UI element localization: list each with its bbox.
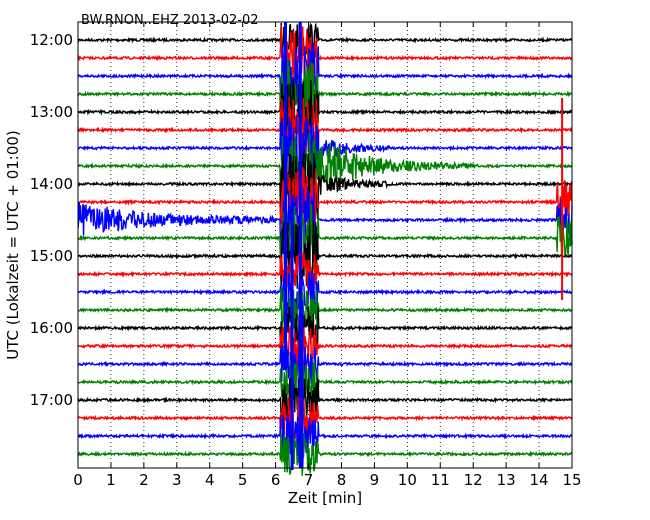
seismic-trace <box>77 395 573 440</box>
x-tick-label: 5 <box>238 471 248 489</box>
x-tick-label: 7 <box>304 471 314 489</box>
y-tick-label: 16:00 <box>30 319 73 337</box>
seismic-traces <box>77 22 573 476</box>
seismic-trace <box>77 167 573 236</box>
seismic-trace <box>77 97 573 165</box>
x-tick-label: 3 <box>172 471 182 489</box>
y-tick-label: 12:00 <box>30 31 73 49</box>
x-tick-label: 1 <box>106 471 116 489</box>
seismic-trace <box>77 41 573 111</box>
seismic-trace <box>77 252 573 296</box>
x-tick-label: 2 <box>139 471 149 489</box>
seismic-trace <box>77 221 573 289</box>
x-axis-label: Zeit [min] <box>288 489 362 507</box>
x-tick-label: 8 <box>337 471 347 489</box>
x-tick-label: 11 <box>431 471 450 489</box>
seismic-trace <box>77 59 573 127</box>
seismic-trace <box>77 23 573 92</box>
seismic-trace <box>77 186 573 255</box>
seismic-trace <box>77 22 573 57</box>
y-axis: 12:00 13:00 14:00 15:00 16:00 17:00 <box>30 31 572 409</box>
x-tick-label: 13 <box>497 471 516 489</box>
x-axis: 0 1 2 3 4 5 6 7 8 9 10 11 12 13 14 15 <box>73 22 582 489</box>
seismic-trace <box>77 204 573 273</box>
x-tick-label: 12 <box>464 471 483 489</box>
seismic-trace <box>77 433 573 476</box>
seismic-trace <box>77 378 573 423</box>
y-tick-label: 15:00 <box>30 247 73 265</box>
y-tick-label: 17:00 <box>30 391 73 409</box>
y-tick-label: 13:00 <box>30 103 73 121</box>
x-tick-label: 15 <box>562 471 581 489</box>
seismic-trace <box>77 150 573 219</box>
seismic-trace <box>77 288 573 331</box>
x-tick-label: 10 <box>398 471 417 489</box>
seismic-trace <box>77 306 573 349</box>
seismic-trace <box>77 344 573 386</box>
x-tick-label: 6 <box>271 471 281 489</box>
seismic-trace <box>77 414 573 458</box>
x-tick-label: 0 <box>73 471 83 489</box>
x-tick-label: 4 <box>205 471 215 489</box>
seismic-trace <box>77 78 573 147</box>
x-tick-label: 9 <box>370 471 380 489</box>
seismic-trace <box>77 360 573 404</box>
chart-title: BW.RNON..EHZ 2013-02-02 <box>81 13 259 28</box>
y-tick-label: 14:00 <box>30 175 73 193</box>
seismic-trace <box>77 115 573 182</box>
plot-frame <box>77 21 573 469</box>
y-axis-label: UTC (Lokalzeit = UTC + 01:00) <box>4 130 22 360</box>
seismic-trace <box>77 270 573 314</box>
seismic-trace <box>77 325 573 368</box>
x-tick-label: 14 <box>530 471 549 489</box>
